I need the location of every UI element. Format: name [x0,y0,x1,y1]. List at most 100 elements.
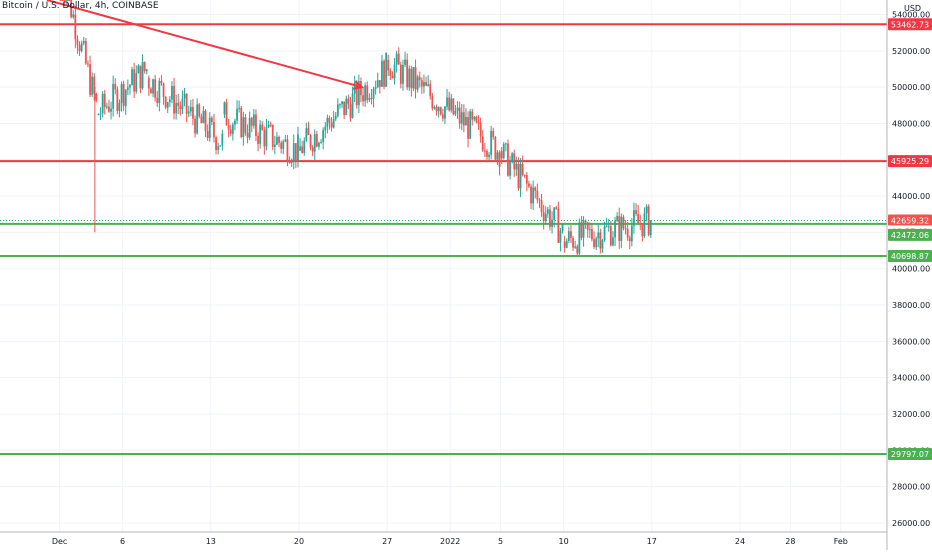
candle-body [93,76,96,94]
candle-body [511,153,514,162]
price-tick-label: 40000.00 [892,265,930,274]
candle-body [542,211,545,222]
candle-body [572,238,574,248]
candle-body [257,135,259,144]
candle-body [561,224,564,231]
price-label-text: 29797.07 [891,450,929,459]
horizontal-levels[interactable] [0,23,887,455]
candle-body [284,139,287,142]
candle-body [177,102,180,106]
candle-body [607,226,610,228]
candle-body [456,107,459,111]
candle-body [229,129,232,134]
candle-body [339,104,341,106]
candle-body [273,144,276,147]
candle-body [406,59,409,88]
candle-body [242,117,245,137]
candle-body [469,111,472,139]
candle-body [618,216,621,241]
candle-body [578,222,581,254]
candle-body [551,219,553,227]
candle-body [181,98,184,110]
candle-body [513,153,516,170]
candle-body [189,106,192,112]
candle-body [536,190,539,200]
candle-body [202,110,205,124]
price-label-text: 42472.06 [891,231,929,240]
candle-body [78,45,81,51]
candle-body [633,210,635,226]
candle-body [383,60,385,87]
price-label-text: 40698.87 [891,252,929,261]
candle-body [198,104,201,117]
candle-body [450,98,453,111]
candle-body [192,106,194,119]
candle-body [378,80,381,87]
currency-label: USD [904,4,922,13]
time-tick-label: 2022 [440,537,460,546]
candle-body [215,137,217,150]
candle-body [246,132,249,138]
trend-arrow-line[interactable] [46,0,363,89]
candle-body [441,114,444,119]
candle-body [486,150,488,157]
candle-body [425,82,427,86]
candle-body [366,85,369,100]
candle-body [391,75,394,79]
candle-body [616,216,619,222]
price-label-bg [888,250,932,263]
candle-body [313,134,316,152]
candle-body [227,125,230,130]
candles [59,0,652,256]
candle-body [498,152,501,167]
candle-body [221,133,224,146]
candle-body [528,183,530,187]
candle-body [565,240,568,248]
candle-body [582,220,585,238]
candle-body [309,135,312,148]
candle-body [490,130,493,155]
candle-body [420,80,423,87]
candle-body [322,130,325,142]
candle-body [183,93,186,99]
candle-body [549,209,551,227]
time-tick-label: 10 [559,537,569,546]
candle-body [72,14,75,18]
candle-body [145,69,148,72]
candle-body [326,117,329,127]
candle-body [351,93,354,118]
candle-body [301,146,304,154]
candle-body [99,113,102,115]
time-tick-label: 17 [647,537,657,546]
candle-body [431,96,434,109]
candle-body [200,116,203,124]
candle-body [609,226,612,246]
candle-body [555,207,558,209]
candle-body [639,223,642,225]
candle-body [591,229,593,240]
candle-body [570,231,572,239]
candle-body [87,63,89,65]
candle-body [286,139,289,162]
candle-body [588,229,591,231]
candle-body [412,67,415,89]
candle-body [477,122,480,124]
trend-arrow[interactable] [46,0,365,90]
candle-body [532,187,535,204]
candle-body [395,53,398,65]
candle-body [534,187,537,191]
candle-body [131,69,133,86]
candle-body [269,124,272,126]
time-tick-label: 20 [294,537,304,546]
candle-body [381,60,383,87]
candle-body [110,108,112,112]
candle-body [563,241,566,248]
candle-body [414,67,417,90]
candle-body [168,99,171,103]
price-label-text: 42659.32 [891,216,929,225]
trend-arrow-head[interactable] [352,80,365,90]
candle-body [204,110,207,132]
candle-body [59,0,62,1]
